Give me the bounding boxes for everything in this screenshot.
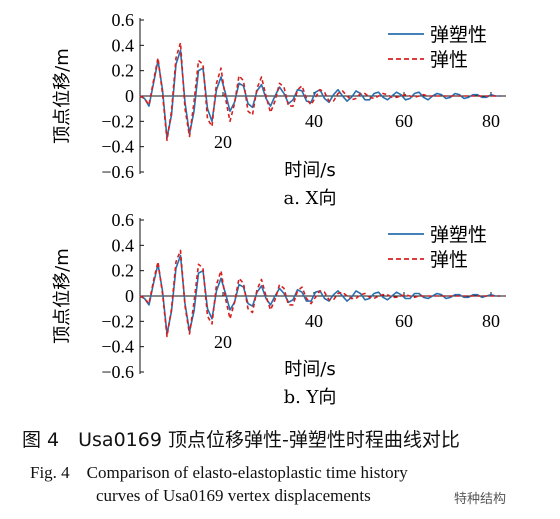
panel-2-y-tick-label: 0.2 <box>112 261 135 281</box>
panel-1-y-tick-label: 0.4 <box>112 35 135 55</box>
panel-1-x-tick-label: 40 <box>305 111 323 131</box>
panel-2-series-line-2 <box>139 249 500 338</box>
panel-2-x-tick-label: 80 <box>482 311 500 331</box>
panel-2-y-tick-label: 0.6 <box>112 210 135 230</box>
panel-2-y-tick-label: −0.6 <box>101 362 134 382</box>
panel-1-subplot-label: a. X向 <box>284 188 337 209</box>
panel-1-x-tick-label: 20 <box>214 132 232 152</box>
panel-2-subplot-label: b. Y向 <box>284 387 337 408</box>
panel-2-y-tick-label: −0.4 <box>101 337 134 357</box>
panel-1-y-axis-label: 顶点位移/m <box>52 48 73 144</box>
panel-1-y-tick-label: 0.2 <box>112 61 135 81</box>
panel-2-y-tick-label: 0 <box>125 286 134 306</box>
panel-1-x-tick-label: 60 <box>395 111 413 131</box>
figure-caption-english-line2: curves of Usa0169 vertex displacements <box>96 486 371 505</box>
panel-1-legend-label-2: 弹性 <box>430 49 468 71</box>
panel-2-x-tick-label: 20 <box>214 332 232 352</box>
panel-1-x-axis-label: 时间/s <box>284 160 335 181</box>
panel-2-x-tick-label: 60 <box>395 311 413 331</box>
panel-1-legend-label-1: 弹塑性 <box>430 24 487 46</box>
panel-1-y-tick-label: 0.6 <box>112 10 135 30</box>
panel-1-x-tick-label: 80 <box>482 111 500 131</box>
panel-2-y-tick-label: −0.2 <box>101 311 134 331</box>
panel-1-y-tick-label: 0 <box>125 86 134 106</box>
figure-caption-english-line1: Fig. 4 Comparison of elasto-elastoplasti… <box>30 463 408 482</box>
watermark-text: 特种结构 <box>454 492 507 507</box>
panel-2-legend-label-2: 弹性 <box>430 249 468 271</box>
panel-2-y-axis-label: 顶点位移/m <box>52 248 73 344</box>
panel-2-legend-label-1: 弹塑性 <box>430 224 487 246</box>
panel-1-y-tick-label: −0.2 <box>101 111 134 131</box>
panel-1-y-tick-label: −0.6 <box>101 162 134 182</box>
panel-2-x-tick-label: 40 <box>305 311 323 331</box>
panel-1-y-tick-label: −0.4 <box>101 137 134 157</box>
panel-1-series-line-2 <box>139 42 500 142</box>
panel-2-y-tick-label: 0.4 <box>112 235 135 255</box>
panel-2-x-axis-label: 时间/s <box>284 359 335 380</box>
figure-caption-chinese: 图 4 Usa0169 顶点位移弹性-弹塑性时程曲线对比 <box>22 429 460 451</box>
